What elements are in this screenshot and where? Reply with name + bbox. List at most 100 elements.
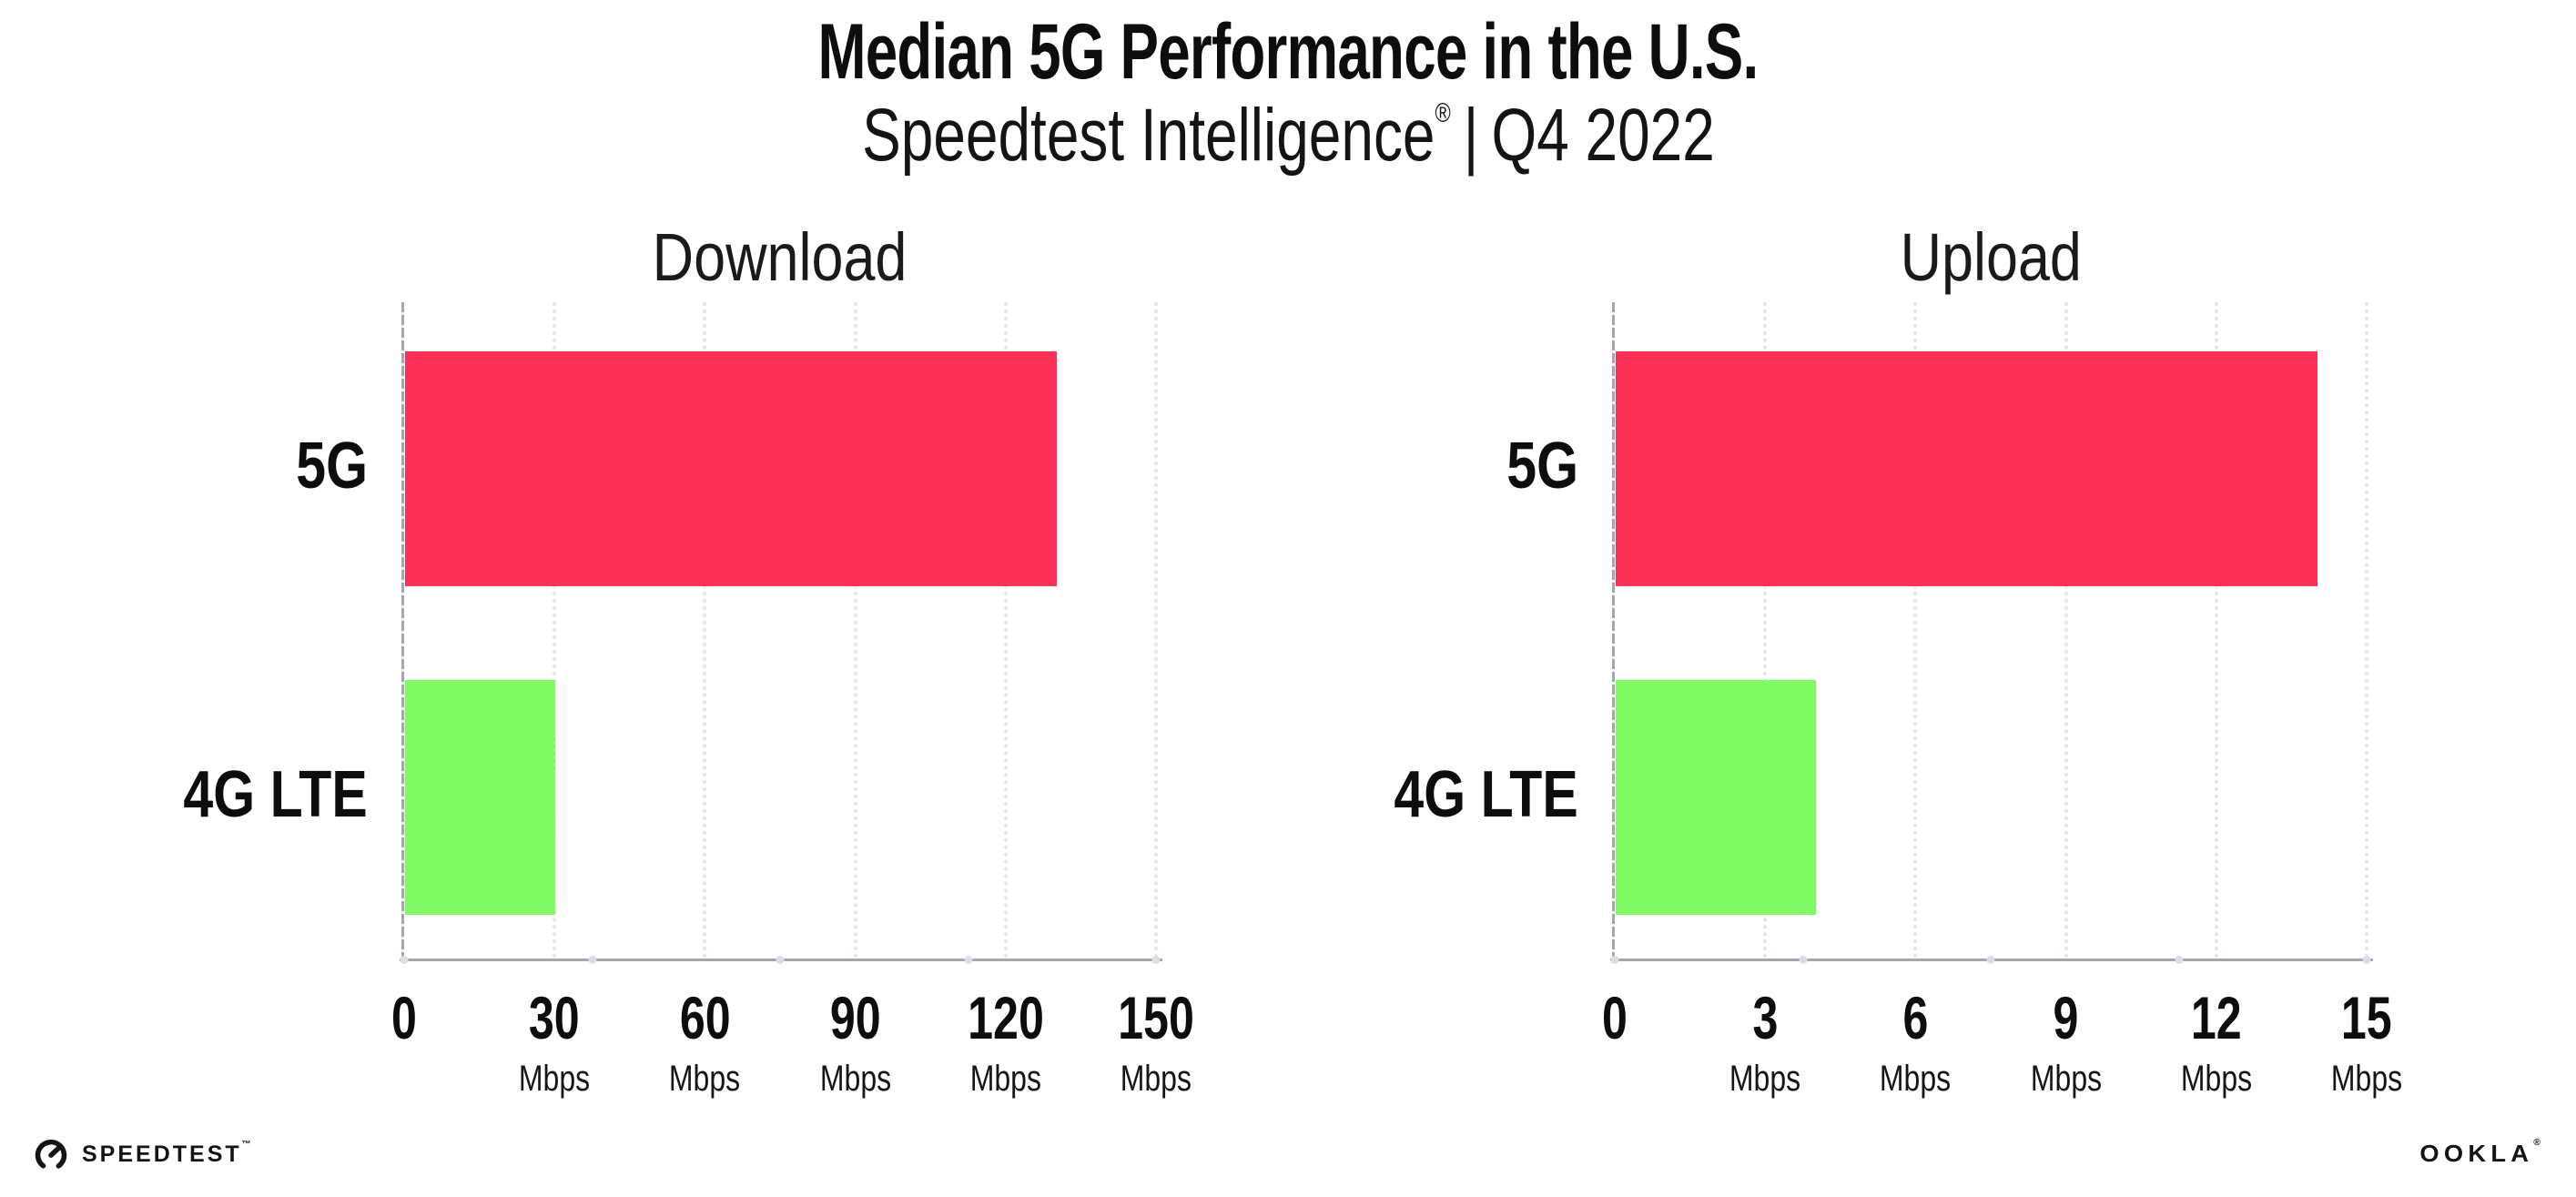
bar-4g-lte	[1616, 679, 1817, 915]
tick-unit: Mbps	[956, 1060, 1056, 1097]
subtitle-period: Q4 2022	[1490, 94, 1715, 177]
tick-value-text: 60	[679, 984, 731, 1051]
tick-unit-text: Mbps	[969, 1059, 1041, 1099]
category-label-text: 5G	[296, 430, 368, 503]
tick-unit: Mbps	[2322, 1060, 2411, 1097]
gridline-90	[853, 302, 857, 959]
tick-unit: Mbps	[2022, 1060, 2111, 1097]
gridline-12	[2214, 302, 2218, 959]
subtitle-brand: Speedtest Intelligence	[861, 94, 1435, 177]
speedtest-wordmark: SPEEDTEST™	[82, 1139, 254, 1168]
tick-value-text: 0	[391, 984, 417, 1051]
tick-unit: Mbps	[811, 1060, 900, 1097]
tick-unit-text: Mbps	[519, 1059, 591, 1099]
axis-tick-dot	[400, 956, 409, 964]
bar-5g	[1616, 351, 2317, 586]
ookla-wordmark: OOKLA®	[2419, 1138, 2545, 1168]
tick-value: 6	[1871, 988, 1960, 1048]
x-tick-12: 12 Mbps	[2172, 988, 2261, 1097]
axis-tick-dot	[1799, 956, 1807, 964]
tick-value-text: 120	[967, 984, 1044, 1051]
gridline-60	[703, 302, 707, 959]
page-title: Median 5G Performance in the U.S.	[817, 8, 1760, 96]
gridline-15	[2365, 302, 2368, 959]
header: Median 5G Performance in the U.S.	[0, 13, 2576, 91]
category-label-text: 5G	[1506, 430, 1578, 503]
y-axis-minor-ticks	[1612, 302, 1615, 959]
tick-unit: Mbps	[2172, 1060, 2261, 1097]
ookla-registered-mark: ®	[2533, 1138, 2545, 1148]
tick-value-text: 30	[529, 984, 581, 1051]
chart-title-text: Download	[653, 219, 908, 295]
subtitle-divider: |	[1463, 94, 1478, 177]
gridline-120	[1003, 302, 1008, 959]
registered-mark: ®	[1435, 98, 1451, 128]
speedtest-trademark: ™	[241, 1139, 254, 1150]
tick-value: 0	[388, 988, 421, 1048]
speedtest-label: SPEEDTEST	[82, 1141, 242, 1167]
speedtest-logo: SPEEDTEST™	[33, 1136, 254, 1172]
tick-value-text: 3	[1752, 984, 1779, 1051]
tick-value-text: 9	[2053, 984, 2079, 1051]
tick-value-text: 12	[2190, 984, 2242, 1051]
download-chart-title: Download	[507, 224, 1053, 291]
axis-tick-dot	[1986, 956, 1995, 964]
axis-tick-dot	[2175, 956, 2183, 964]
tick-value: 60	[660, 988, 749, 1048]
upload-chart-plot: 5G 4G LTE 0 3 Mbps 6 Mbps 9 Mbps 12 Mbps 15 Mbps	[1394, 302, 2402, 1097]
tick-value: 3	[1720, 988, 1810, 1048]
subtitle-row: Speedtest Intelligence® | Q4 2022	[0, 98, 2576, 173]
x-tick-6: 6 Mbps	[1871, 988, 1960, 1097]
tick-value: 9	[2022, 988, 2111, 1048]
bar-4g-lte	[405, 679, 556, 915]
tick-unit-text: Mbps	[1729, 1059, 1801, 1099]
gridline-6	[1913, 302, 1918, 959]
chart-title-text: Upload	[1900, 219, 2082, 295]
tick-value-text: 90	[829, 984, 881, 1051]
tick-unit-text: Mbps	[819, 1059, 891, 1099]
tick-unit-text: Mbps	[2180, 1059, 2252, 1099]
y-axis-minor-ticks	[401, 302, 404, 959]
gridline-150	[1154, 302, 1158, 959]
tick-unit-text: Mbps	[2330, 1059, 2403, 1099]
tick-value-text: 0	[1602, 984, 1628, 1051]
tick-unit-text: Mbps	[669, 1059, 741, 1099]
tick-value: 90	[811, 988, 900, 1048]
axis-tick-dot	[964, 956, 972, 964]
tick-value: 0	[1598, 988, 1632, 1048]
tick-unit: Mbps	[1871, 1060, 1960, 1097]
tick-value-text: 150	[1118, 984, 1194, 1051]
tick-value: 15	[2322, 988, 2411, 1048]
x-tick-60: 60 Mbps	[660, 988, 749, 1097]
ookla-label: OOKLA	[2419, 1140, 2534, 1167]
bar-5g	[405, 351, 1057, 586]
gauge-icon	[35, 1139, 67, 1172]
axis-tick-dot	[1610, 956, 1619, 964]
x-tick-120: 120 Mbps	[956, 988, 1056, 1097]
tick-unit: Mbps	[1720, 1060, 1810, 1097]
tick-value: 12	[2172, 988, 2261, 1048]
tick-value-text: 15	[2341, 984, 2392, 1051]
tick-unit: Mbps	[510, 1060, 599, 1097]
x-tick-15: 15 Mbps	[2322, 988, 2411, 1097]
gridline-3	[1763, 302, 1768, 959]
tick-unit-text: Mbps	[1880, 1059, 1952, 1099]
page-subtitle: Speedtest Intelligence® | Q4 2022	[862, 98, 1715, 173]
category-label-5g: 5G	[0, 433, 368, 499]
tick-unit-text: Mbps	[2030, 1059, 2102, 1099]
tick-value-text: 6	[1902, 984, 1929, 1051]
x-tick-9: 9 Mbps	[2022, 988, 2111, 1097]
category-label-4g-lte: 4G LTE	[1196, 762, 1578, 827]
category-label-text: 4G LTE	[1394, 757, 1578, 831]
axis-tick-dot	[2362, 956, 2371, 964]
gridline-9	[2064, 302, 2068, 959]
x-tick-90: 90 Mbps	[811, 988, 900, 1097]
x-tick-150: 150 Mbps	[1106, 988, 1206, 1097]
tick-value: 30	[510, 988, 599, 1048]
axis-tick-dot	[776, 956, 785, 964]
category-label-text: 4G LTE	[183, 757, 368, 831]
gridline-30	[553, 302, 557, 959]
tick-value: 120	[956, 988, 1056, 1048]
x-tick-30: 30 Mbps	[510, 988, 599, 1097]
